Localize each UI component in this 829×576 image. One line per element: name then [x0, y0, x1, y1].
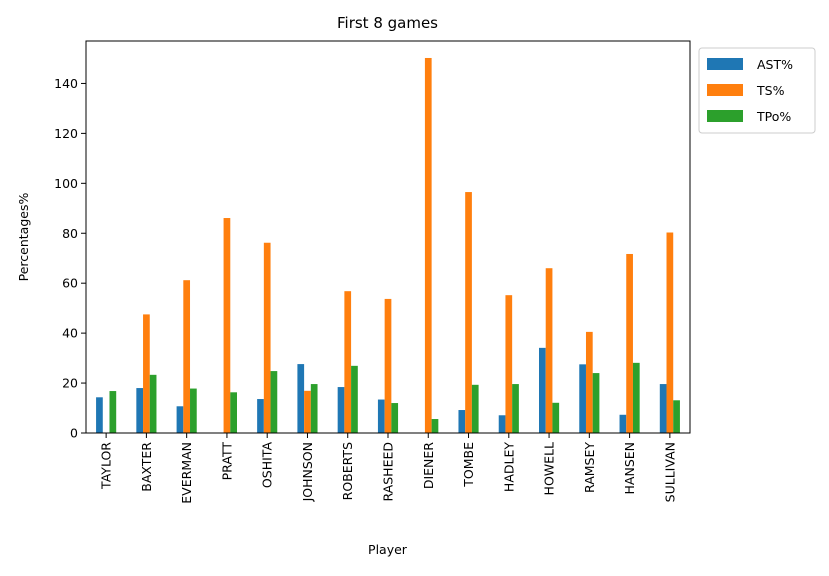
- bar-tpo-sullivan: [673, 400, 680, 433]
- bar-ts-oshita: [263, 242, 271, 433]
- bar-ast-hansen: [619, 414, 627, 433]
- chart-title: First 8 games: [337, 14, 438, 32]
- y-tick-label: 40: [62, 326, 78, 341]
- y-tick-label: 0: [70, 426, 78, 441]
- bar-ast-sullivan: [659, 384, 667, 433]
- x-tick-label: SULLIVAN: [662, 442, 677, 502]
- x-tick-label: HANSEN: [622, 442, 637, 494]
- legend-label: TS%: [756, 83, 785, 98]
- y-axis-label: Percentages%: [16, 193, 31, 282]
- bar-ts-rasheed: [384, 298, 392, 433]
- legend-swatch: [707, 110, 743, 122]
- bar-ts-baxter: [143, 314, 150, 433]
- x-tick-label: RASHEED: [381, 442, 396, 502]
- legend-swatch: [707, 84, 743, 96]
- bar-tpo-diener: [431, 419, 439, 433]
- x-tick-label: PRATT: [219, 442, 234, 481]
- bars-group: [96, 57, 680, 434]
- bar-tpo-johnson: [310, 384, 318, 433]
- bar-tpo-roberts: [351, 365, 358, 433]
- x-tick-label: HADLEY: [501, 442, 516, 492]
- bar-ts-tombe: [465, 192, 472, 433]
- bar-ast-taylor: [96, 397, 103, 433]
- x-tick-label: BAXTER: [139, 442, 154, 492]
- x-tick-label: DIENER: [421, 442, 436, 489]
- plot-frame: [85, 40, 691, 434]
- x-axis-label: Player: [368, 542, 408, 557]
- y-tick-label: 120: [54, 126, 78, 141]
- bar-ast-baxter: [136, 388, 144, 433]
- bar-tpo-tombe: [471, 384, 479, 433]
- legend-label: AST%: [757, 57, 793, 72]
- bar-ast-oshita: [257, 399, 264, 433]
- bar-ast-howell: [539, 347, 546, 433]
- bar-tpo-taylor: [109, 391, 117, 433]
- bar-ts-roberts: [344, 291, 352, 433]
- bar-ast-roberts: [337, 387, 345, 433]
- bar-tpo-hansen: [632, 362, 640, 433]
- bar-ast-johnson: [297, 364, 305, 433]
- bar-ts-everman: [183, 280, 191, 433]
- x-tick-label: OSHITA: [260, 442, 275, 489]
- y-tick-label: 140: [54, 76, 78, 91]
- bar-ts-pratt: [223, 218, 231, 433]
- x-tick-label: JOHNSON: [300, 442, 315, 502]
- bar-tpo-pratt: [230, 392, 237, 433]
- bar-ts-sullivan: [666, 232, 674, 433]
- bar-tpo-oshita: [270, 371, 278, 433]
- bar-ast-ramsey: [579, 364, 586, 433]
- y-axis: 0 20 40 60 80 100 120 140: [54, 76, 86, 441]
- bar-ast-everman: [176, 406, 184, 433]
- bar-ast-rasheed: [377, 399, 385, 433]
- y-tick-label: 80: [62, 226, 78, 241]
- bar-ast-hadley: [498, 415, 506, 433]
- legend-label: TPo%: [756, 109, 791, 124]
- bar-ts-howell: [545, 268, 553, 433]
- bar-tpo-ramsey: [592, 373, 600, 433]
- bar-tpo-howell: [552, 402, 560, 433]
- legend-swatch: [707, 58, 743, 70]
- legend: AST% TS% TPo%: [698, 47, 816, 134]
- bar-ts-diener: [424, 57, 432, 434]
- x-tick-label: EVERMAN: [179, 442, 194, 504]
- bar-ast-tombe: [458, 410, 466, 433]
- bar-ts-hadley: [505, 295, 513, 433]
- bar-ts-johnson: [304, 390, 311, 433]
- x-tick-label: TOMBE: [461, 442, 476, 488]
- bar-tpo-everman: [190, 388, 197, 433]
- x-tick-label: ROBERTS: [340, 442, 355, 500]
- y-tick-label: 100: [54, 176, 78, 191]
- bar-tpo-hadley: [512, 384, 519, 433]
- y-tick-label: 60: [62, 276, 78, 291]
- x-tick-label: RAMSEY: [582, 442, 597, 493]
- y-tick-label: 20: [62, 376, 78, 391]
- x-tick-label: TAYLOR: [99, 442, 114, 490]
- x-axis: TAYLOR BAXTER EVERMAN PRATT OSHITA JOHNSON ROB…: [99, 433, 677, 504]
- bar-ts-ramsey: [585, 331, 593, 433]
- bar-tpo-baxter: [149, 374, 157, 433]
- x-tick-label: HOWELL: [542, 442, 557, 495]
- bar-tpo-rasheed: [391, 403, 399, 433]
- bar-ts-hansen: [626, 253, 633, 433]
